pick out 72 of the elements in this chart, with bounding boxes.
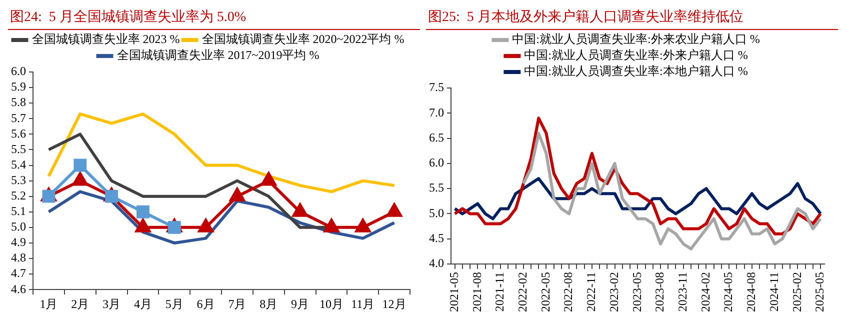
x-tick-label: 6月 bbox=[196, 296, 215, 311]
x-tick-label: 2022-11 bbox=[584, 272, 598, 312]
x-tick-label: 2024-11 bbox=[766, 272, 781, 312]
y-tick-label: 4.0 bbox=[429, 256, 444, 270]
legend-label: 中国:就业人员调查失业率:本地户籍人口 % bbox=[524, 64, 748, 78]
y-tick-label: 4.8 bbox=[11, 250, 26, 265]
y-tick-label: 5.1 bbox=[11, 204, 26, 218]
x-tick-label: 2月 bbox=[71, 296, 90, 311]
y-tick-label: 4.5 bbox=[429, 231, 444, 246]
point bbox=[261, 172, 276, 186]
x-tick-label: 2021-08 bbox=[470, 272, 484, 312]
legend-label: 全国城镇调查失业率 2023 % bbox=[32, 32, 180, 46]
y-tick-label: 6.5 bbox=[429, 130, 444, 144]
x-tick-label: 2023-08 bbox=[652, 272, 667, 312]
x-tick-label: 7月 bbox=[228, 296, 246, 311]
point bbox=[105, 190, 118, 203]
legend-label: 中国:就业人员调查失业率:外来农业户籍人口 % bbox=[512, 32, 760, 46]
x-tick-label: 3月 bbox=[102, 296, 121, 311]
y-tick-label: 7.0 bbox=[429, 105, 444, 120]
x-tick-label: 2023-11 bbox=[676, 272, 690, 312]
legend-label: 中国:就业人员调查失业率:外来户籍人口 % bbox=[524, 48, 748, 62]
x-tick-label: 10月 bbox=[319, 296, 344, 311]
y-tick-label: 5.9 bbox=[11, 80, 26, 94]
x-tick-label: 2023-02 bbox=[606, 272, 621, 312]
point bbox=[324, 218, 340, 232]
x-tick-label: 2021-05 bbox=[446, 272, 461, 312]
x-tick-label: 9月 bbox=[291, 296, 310, 311]
y-tick-label: 4.9 bbox=[11, 235, 26, 250]
x-tick-label: 2021-11 bbox=[492, 272, 507, 312]
chart-title: 图25: 5 月本地及外来户籍人口调查失业率维持低位 bbox=[426, 8, 838, 30]
x-tick-label: 2024-05 bbox=[721, 272, 736, 312]
y-tick-label: 5.3 bbox=[11, 172, 26, 187]
y-tick-label: 5.2 bbox=[11, 188, 26, 202]
x-tick-label: 2023-05 bbox=[630, 272, 644, 312]
x-tick-label: 1月 bbox=[40, 296, 58, 311]
legend-label: 全国城镇调查失业率 2017~2019平均 % bbox=[116, 48, 320, 62]
x-tick-label: 8月 bbox=[260, 296, 278, 311]
point bbox=[292, 203, 308, 217]
y-tick-label: 6.0 bbox=[429, 156, 444, 170]
y-tick-label: 5.6 bbox=[11, 126, 26, 140]
y-tick-label: 7.5 bbox=[429, 80, 444, 94]
legend-label: 全国城镇调查失业率 2020~2022平均 % bbox=[202, 32, 404, 46]
x-tick-label: 2025-05 bbox=[812, 272, 827, 312]
x-tick-label: 2024-02 bbox=[698, 272, 712, 312]
y-tick-label: 5.4 bbox=[11, 157, 26, 172]
y-tick-label: 5.0 bbox=[429, 206, 444, 220]
x-tick-label: 2025-02 bbox=[790, 272, 804, 312]
x-tick-label: 2022-05 bbox=[538, 272, 552, 312]
y-tick-label: 6.0 bbox=[11, 64, 26, 78]
point bbox=[74, 158, 87, 172]
point bbox=[386, 203, 402, 217]
x-tick-label: 11月 bbox=[351, 296, 375, 311]
point bbox=[198, 218, 214, 232]
x-tick-label: 5月 bbox=[165, 296, 184, 311]
y-tick-label: 5.0 bbox=[11, 220, 26, 234]
point bbox=[135, 218, 151, 232]
point bbox=[72, 172, 88, 186]
x-tick-label: 2024-08 bbox=[744, 272, 758, 312]
y-tick-label: 4.7 bbox=[11, 266, 26, 280]
y-tick-label: 4.6 bbox=[11, 282, 26, 296]
point bbox=[230, 188, 245, 202]
y-tick-label: 5.7 bbox=[11, 110, 26, 125]
x-tick-label: 2022-08 bbox=[561, 272, 576, 312]
chart-title: 图24: 5 月全国城镇调查失业率为 5.0% bbox=[8, 8, 420, 30]
x-tick-label: 4月 bbox=[134, 296, 152, 311]
x-tick-label: 12月 bbox=[382, 296, 406, 311]
y-tick-label: 5.5 bbox=[429, 180, 444, 195]
y-tick-label: 5.5 bbox=[11, 142, 26, 156]
x-tick-label: 2022-02 bbox=[516, 272, 530, 312]
point bbox=[355, 218, 370, 232]
point bbox=[136, 205, 150, 218]
y-tick-label: 5.8 bbox=[11, 95, 26, 110]
